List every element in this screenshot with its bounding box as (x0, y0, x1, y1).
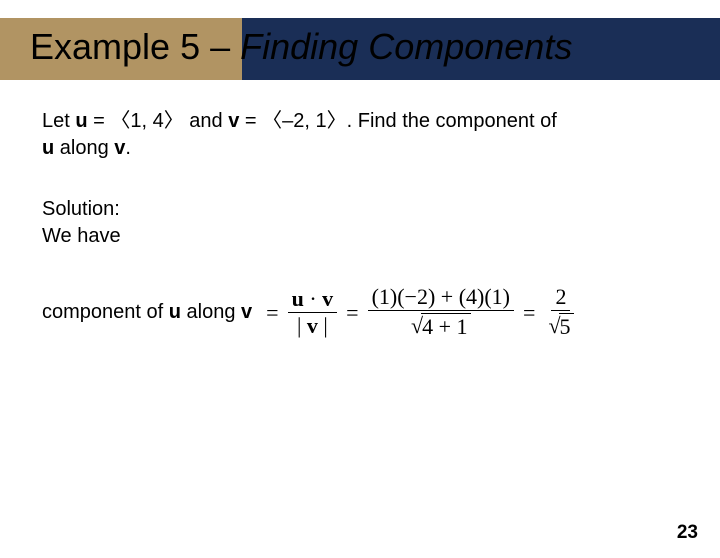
vector-v: v (228, 110, 239, 132)
vector-u-2: u (42, 137, 54, 159)
angle-open: 〈 (110, 110, 130, 132)
equation-row: component of u along v = u · v | v | = (… (42, 284, 678, 341)
text-veq: = (239, 110, 262, 132)
frac3-num: 2 (551, 284, 570, 311)
radical-2: √ (548, 315, 560, 342)
header-italic: Finding Components (240, 26, 572, 67)
angle-open-2: 〈 (262, 110, 282, 132)
radical-1: √ (411, 315, 423, 342)
frac1-den: | v | (293, 313, 332, 339)
solution-line1: Solution: (42, 198, 120, 220)
frac1-u: u (292, 286, 304, 311)
equation-math: = u · v | v | = (1)(−2) + (4)(1) √ 4 + 1 (260, 284, 580, 341)
vector-u: u (75, 110, 87, 132)
solution-line2: We have (42, 225, 121, 247)
text-along: along (54, 137, 114, 159)
text-end: . (125, 137, 131, 159)
fraction-1: u · v | v | (288, 286, 338, 340)
sqrt-2: √ 5 (548, 313, 573, 340)
equals-2: = (346, 298, 358, 328)
problem-statement: Let u = 〈1, 4〉 and v = 〈–2, 1〉. Find the… (42, 108, 678, 162)
equation-label: component of u along v (42, 299, 252, 326)
equals-1: = (266, 298, 278, 328)
radicand-1: 4 + 1 (421, 313, 470, 340)
v-values: –2, 1 (282, 110, 326, 132)
header-title: Example 5 – Finding Components (30, 26, 572, 68)
frac1-den-v: v (307, 313, 318, 338)
equals-3: = (523, 298, 535, 328)
text-ueq: = (88, 110, 111, 132)
sqrt-1: √ 4 + 1 (411, 313, 471, 340)
frac3-den: √ 5 (544, 311, 577, 340)
eq-v: v (241, 301, 252, 323)
text-and: and (184, 110, 228, 132)
frac1-num: u · v (288, 286, 338, 313)
vector-v-2: v (114, 137, 125, 159)
eq-along: along (181, 301, 241, 323)
radicand-2: 5 (559, 313, 574, 340)
text-let: Let (42, 110, 75, 132)
u-values: 1, 4 (130, 110, 163, 132)
angle-close: 〉 (164, 110, 184, 132)
fraction-3: 2 √ 5 (544, 284, 577, 341)
frac1-bar-close: | (318, 313, 328, 338)
fraction-2: (1)(−2) + (4)(1) √ 4 + 1 (368, 284, 514, 341)
frac2-den: √ 4 + 1 (407, 311, 475, 340)
eq-u: u (169, 301, 181, 323)
eq-lead: component of (42, 301, 169, 323)
slide-header: Example 5 – Finding Components (0, 18, 720, 80)
page-number: 23 (677, 522, 698, 544)
text-find: . Find the component of (347, 110, 557, 132)
slide-content: Let u = 〈1, 4〉 and v = 〈–2, 1〉. Find the… (0, 80, 720, 341)
solution-heading: Solution: We have (42, 196, 678, 250)
header-prefix: Example 5 – (30, 26, 240, 67)
frac1-bar-open: | (297, 313, 307, 338)
frac1-v: v (322, 286, 333, 311)
angle-close-2: 〉 (327, 110, 347, 132)
frac2-num: (1)(−2) + (4)(1) (368, 284, 514, 311)
frac1-dot: · (304, 286, 322, 311)
